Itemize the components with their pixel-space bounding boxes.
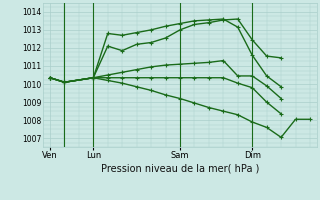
X-axis label: Pression niveau de la mer( hPa ): Pression niveau de la mer( hPa ): [101, 163, 259, 173]
